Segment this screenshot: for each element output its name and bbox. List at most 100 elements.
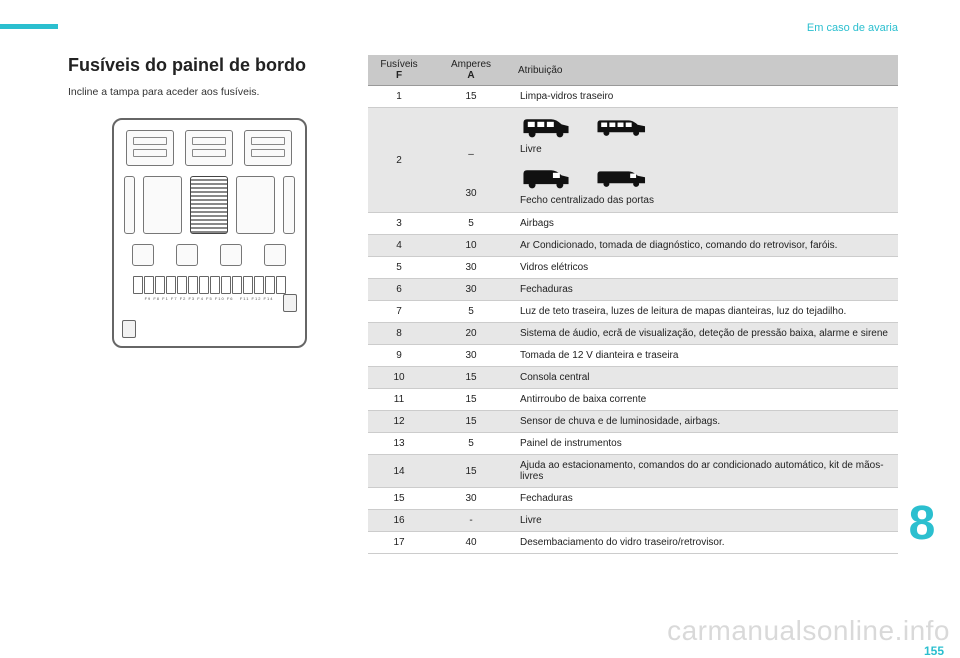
watermark: carmanualsonline.info xyxy=(667,615,950,647)
cell-a: 15 xyxy=(430,389,512,411)
cell-attr: Ajuda ao estacionamento, comandos do ar … xyxy=(512,455,898,488)
diagram-block xyxy=(176,244,198,266)
diagram-block xyxy=(264,244,286,266)
cell-f: 15 xyxy=(368,488,430,510)
th-label: Fusíveis xyxy=(380,59,417,70)
cell-a: 5 xyxy=(430,301,512,323)
van-windows-long-icon xyxy=(596,114,648,140)
cell-f: 4 xyxy=(368,235,430,257)
cell-attr: Limpa-vidros traseiro xyxy=(512,86,898,108)
cell-a: 30 xyxy=(430,345,512,367)
diagram-block xyxy=(236,176,275,234)
table-row: 1 15 Limpa-vidros traseiro xyxy=(368,86,898,108)
cell-a: 30 xyxy=(430,257,512,279)
cell-a: – 30 xyxy=(430,108,512,213)
diagram-block xyxy=(283,294,297,312)
cell-f: 2 xyxy=(368,108,430,213)
table-row: 410Ar Condicionado, tomada de diagnóstic… xyxy=(368,235,898,257)
th-label: F xyxy=(396,70,402,81)
section-header: Em caso de avaria xyxy=(807,22,898,34)
diagram-block xyxy=(143,176,182,234)
accent-bar xyxy=(0,24,58,29)
cell-a: 15 xyxy=(430,86,512,108)
chapter-number: 8 xyxy=(902,500,942,548)
cell-attr: Fechaduras xyxy=(512,279,898,301)
cell-attr: Livre Fecho centralizado das portas xyxy=(512,108,898,213)
table-row: 135Painel de instrumentos xyxy=(368,433,898,455)
th-attr: Atribuição xyxy=(512,55,898,86)
cell-value: Livre xyxy=(520,144,542,155)
cell-a: 20 xyxy=(430,323,512,345)
cell-value: 30 xyxy=(457,188,485,199)
cell-f: 17 xyxy=(368,532,430,554)
diagram-block xyxy=(190,176,229,234)
cell-attr: Livre xyxy=(512,510,898,532)
cell-a: 30 xyxy=(430,279,512,301)
diagram-fuse-row xyxy=(124,276,295,294)
diagram-block xyxy=(244,130,292,166)
th-label: Amperes xyxy=(451,59,491,70)
main-content: Fusíveis do painel de bordo Incline a ta… xyxy=(68,55,898,554)
th-label: A xyxy=(467,70,474,81)
cell-f: 9 xyxy=(368,345,430,367)
diagram-block xyxy=(283,176,295,234)
cell-attr: Sensor de chuva e de luminosidade, airba… xyxy=(512,411,898,433)
van-panel-long-icon xyxy=(596,165,648,191)
left-column: Fusíveis do painel de bordo Incline a ta… xyxy=(68,55,350,554)
table-row: 1740Desembaciamento do vidro traseiro/re… xyxy=(368,532,898,554)
table-row: 530Vidros elétricos xyxy=(368,257,898,279)
th-fuse: Fusíveis F xyxy=(368,55,430,86)
cell-attr: Painel de instrumentos xyxy=(512,433,898,455)
page-indicator: 8 155 xyxy=(902,500,942,548)
cell-f: 1 xyxy=(368,86,430,108)
cell-f: 6 xyxy=(368,279,430,301)
cell-a: 30 xyxy=(430,488,512,510)
diagram-block xyxy=(122,320,136,338)
cell-attr: Ar Condicionado, tomada de diagnóstico, … xyxy=(512,235,898,257)
diagram-block xyxy=(220,244,242,266)
cell-f: 11 xyxy=(368,389,430,411)
cell-attr: Vidros elétricos xyxy=(512,257,898,279)
cell-a: 40 xyxy=(430,532,512,554)
diagram-block xyxy=(124,176,136,234)
fuse-table: Fusíveis F Amperes A Atribuição 1 15 Lim… xyxy=(368,55,898,554)
table-row: 930Tomada de 12 V dianteira e traseira xyxy=(368,345,898,367)
fusebox-diagram: F9 F8 F1 F7 F2 F3 F4 F5 F10 F6 F11 F12 F… xyxy=(112,118,307,348)
page-title: Fusíveis do painel de bordo xyxy=(68,55,350,76)
diagram-block xyxy=(185,130,233,166)
table-row: 1215Sensor de chuva e de luminosidade, a… xyxy=(368,411,898,433)
cell-f: 5 xyxy=(368,257,430,279)
table-row: 1115Antirroubo de baixa corrente xyxy=(368,389,898,411)
cell-f: 7 xyxy=(368,301,430,323)
table-row: 75Luz de teto traseira, luzes de leitura… xyxy=(368,301,898,323)
diagram-block xyxy=(126,130,174,166)
diagram-labels: F9 F8 F1 F7 F2 F3 F4 F5 F10 F6 F11 F12 F… xyxy=(124,296,295,301)
cell-a: 15 xyxy=(430,367,512,389)
table-row: 1530Fechaduras xyxy=(368,488,898,510)
cell-f: 10 xyxy=(368,367,430,389)
cell-a: 5 xyxy=(430,213,512,235)
cell-attr: Desembaciamento do vidro traseiro/retrov… xyxy=(512,532,898,554)
cell-a: - xyxy=(430,510,512,532)
cell-attr: Consola central xyxy=(512,367,898,389)
table-row: 1015Consola central xyxy=(368,367,898,389)
cell-f: 8 xyxy=(368,323,430,345)
table-row: 630Fechaduras xyxy=(368,279,898,301)
cell-f: 16 xyxy=(368,510,430,532)
page-subtitle: Incline a tampa para aceder aos fusíveis… xyxy=(68,86,350,98)
cell-f: 3 xyxy=(368,213,430,235)
table-row: 35Airbags xyxy=(368,213,898,235)
right-column: Fusíveis F Amperes A Atribuição 1 15 Lim… xyxy=(368,55,898,554)
cell-f: 13 xyxy=(368,433,430,455)
cell-a: 5 xyxy=(430,433,512,455)
cell-a: 10 xyxy=(430,235,512,257)
cell-attr: Tomada de 12 V dianteira e traseira xyxy=(512,345,898,367)
cell-attr: Antirroubo de baixa corrente xyxy=(512,389,898,411)
cell-attr: Fechaduras xyxy=(512,488,898,510)
cell-value: Fecho centralizado das portas xyxy=(520,195,654,206)
cell-attr: Luz de teto traseira, luzes de leitura d… xyxy=(512,301,898,323)
cell-attr: Sistema de áudio, ecrã de visualização, … xyxy=(512,323,898,345)
cell-a: 15 xyxy=(430,411,512,433)
cell-value: – xyxy=(457,149,485,160)
diagram-block xyxy=(132,244,154,266)
